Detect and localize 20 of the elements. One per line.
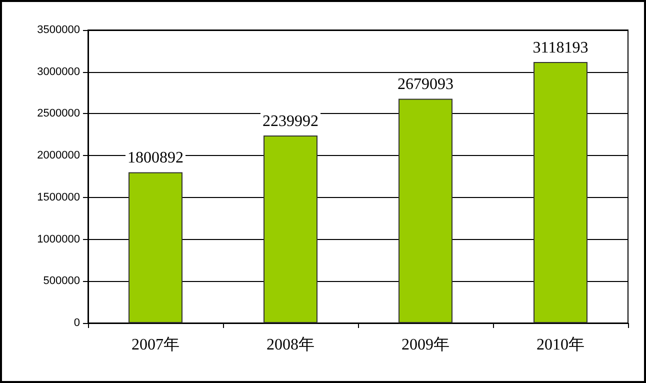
- data-label: 3118193: [532, 39, 588, 56]
- y-tick-label: 1000000: [37, 233, 80, 246]
- bar: [264, 135, 318, 323]
- y-tick-label: 2500000: [37, 108, 80, 120]
- y-tick-label: 1500000: [37, 191, 80, 204]
- y-tick-label: 0: [74, 317, 80, 329]
- bar: [128, 172, 182, 323]
- y-tick-label: 3500000: [37, 24, 80, 36]
- x-tick-label: 2009年: [402, 336, 450, 354]
- data-label: 2679093: [398, 76, 454, 94]
- x-tick-label: 2008年: [266, 336, 314, 354]
- bar: [398, 98, 452, 323]
- y-tick-label: 500000: [43, 275, 80, 288]
- x-tick-label: 2007年: [132, 336, 180, 354]
- data-label: 1800892: [128, 150, 184, 167]
- y-tick-label: 2000000: [37, 150, 80, 162]
- y-tick-label: 3000000: [37, 66, 80, 78]
- data-label: 2239992: [262, 112, 318, 130]
- bar: [534, 62, 588, 323]
- x-tick-label: 2010年: [536, 336, 584, 354]
